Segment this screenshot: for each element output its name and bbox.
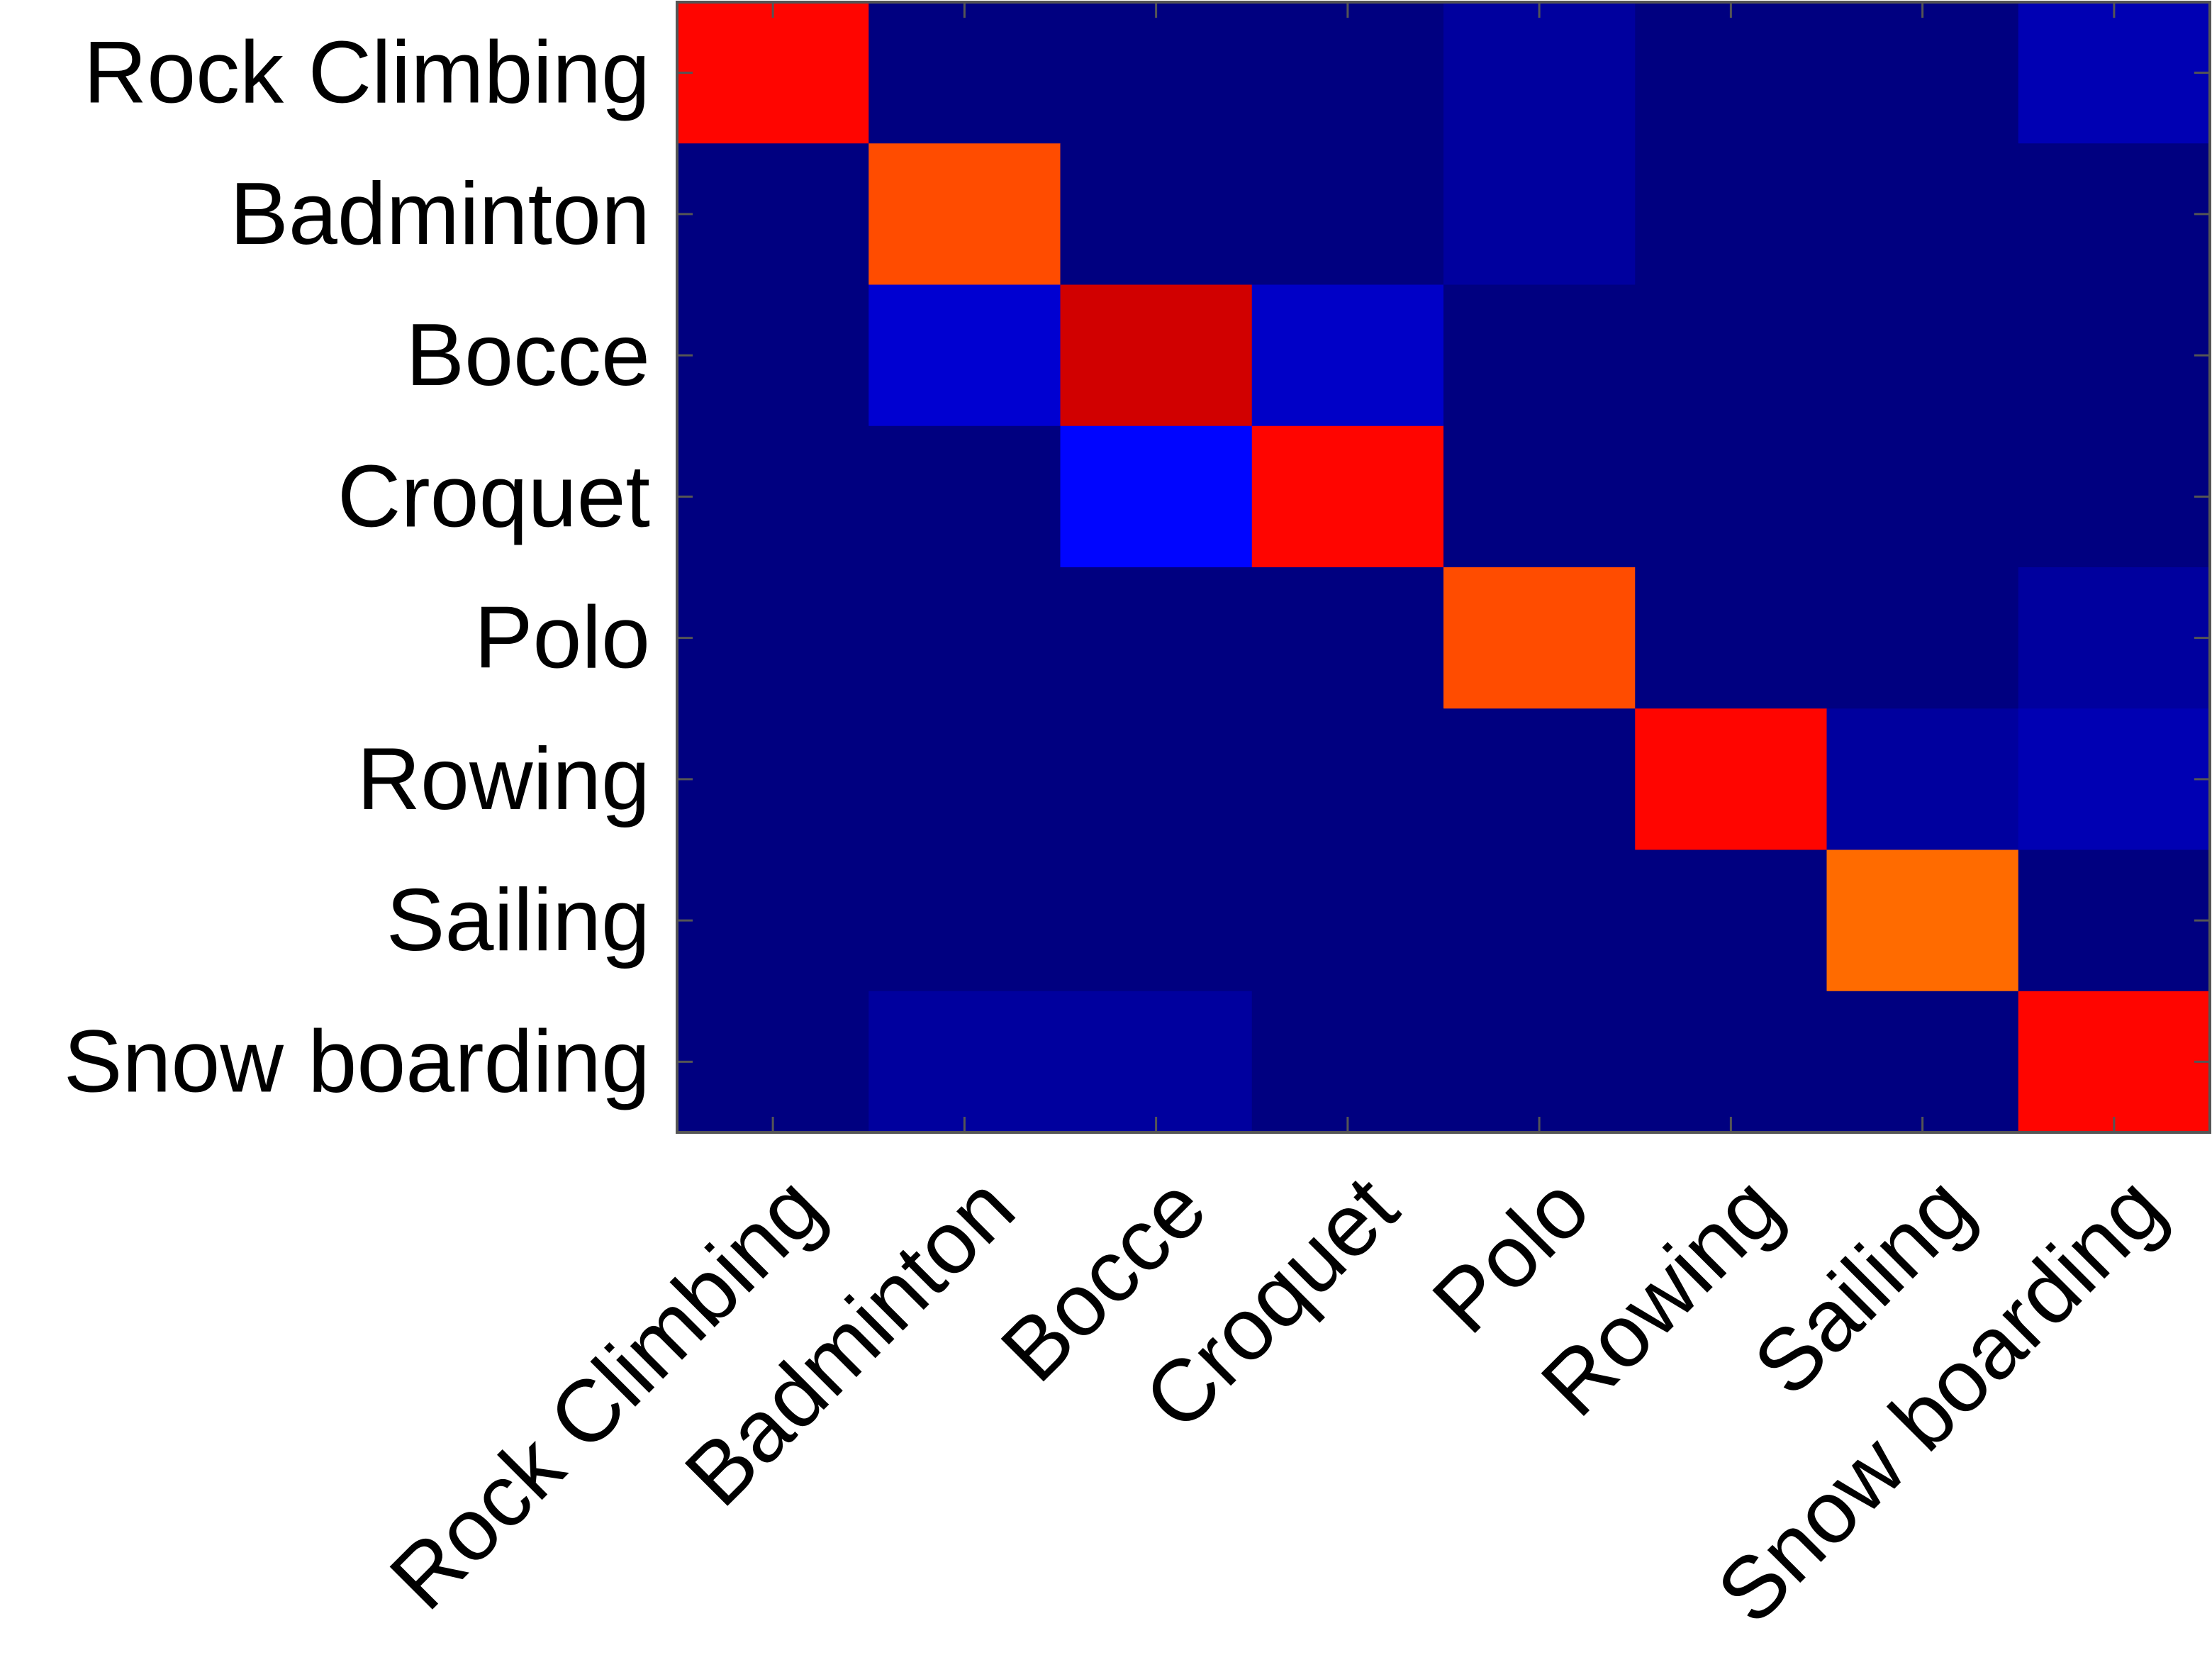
cell-badminton-badminton bbox=[868, 143, 1061, 286]
cell-sailing-bocce bbox=[1060, 849, 1253, 992]
heatmap-cells bbox=[677, 2, 2211, 1133]
y-tick-label-croquet: Croquet bbox=[337, 447, 650, 545]
cell-badminton-rock-climbing bbox=[677, 143, 869, 286]
cell-polo-polo bbox=[1443, 567, 1636, 709]
cell-bocce-snow-boarding bbox=[2018, 284, 2211, 427]
cell-rowing-rowing bbox=[1635, 708, 1828, 851]
cell-polo-badminton bbox=[868, 567, 1061, 709]
cell-snow-boarding-bocce bbox=[1060, 991, 1253, 1133]
cell-bocce-croquet bbox=[1251, 284, 1444, 427]
cell-rock-climbing-bocce bbox=[1060, 2, 1253, 144]
cell-rock-climbing-sailing bbox=[1826, 2, 2019, 144]
cell-rock-climbing-croquet bbox=[1251, 2, 1444, 144]
cell-sailing-rock-climbing bbox=[677, 849, 869, 992]
cell-sailing-croquet bbox=[1251, 849, 1444, 992]
cell-rock-climbing-badminton bbox=[868, 2, 1061, 144]
y-tick-label-snow-boarding: Snow boarding bbox=[64, 1013, 650, 1110]
y-tick-label-rock-climbing: Rock Climbing bbox=[84, 24, 650, 122]
cell-snow-boarding-rowing bbox=[1635, 991, 1828, 1133]
cell-bocce-sailing bbox=[1826, 284, 2019, 427]
y-tick-label-bocce: Bocce bbox=[406, 306, 650, 404]
cell-snow-boarding-badminton bbox=[868, 991, 1061, 1133]
plot-frame bbox=[676, 1, 2211, 1134]
cell-snow-boarding-snow-boarding bbox=[2018, 991, 2211, 1133]
cell-rock-climbing-rock-climbing bbox=[677, 2, 869, 144]
x-axis-tick-labels: Rock ClimbingBadmintonBocceCroquetPoloRo… bbox=[372, 1158, 2183, 1642]
cell-croquet-badminton bbox=[868, 425, 1061, 568]
cell-croquet-polo bbox=[1443, 425, 1636, 568]
y-tick-label-sailing: Sailing bbox=[386, 871, 650, 969]
cell-rowing-bocce bbox=[1060, 708, 1253, 851]
cell-rowing-rock-climbing bbox=[677, 708, 869, 851]
y-tick-label-rowing: Rowing bbox=[357, 730, 650, 828]
cell-polo-snow-boarding bbox=[2018, 567, 2211, 709]
cell-badminton-polo bbox=[1443, 143, 1636, 286]
cell-bocce-badminton bbox=[868, 284, 1061, 427]
cell-croquet-sailing bbox=[1826, 425, 2019, 568]
cell-bocce-rock-climbing bbox=[677, 284, 869, 427]
cell-rock-climbing-rowing bbox=[1635, 2, 1828, 144]
cell-croquet-snow-boarding bbox=[2018, 425, 2211, 568]
cell-bocce-rowing bbox=[1635, 284, 1828, 427]
cell-snow-boarding-sailing bbox=[1826, 991, 2019, 1133]
cell-rowing-sailing bbox=[1826, 708, 2019, 851]
cell-badminton-rowing bbox=[1635, 143, 1828, 286]
cell-sailing-badminton bbox=[868, 849, 1061, 992]
cell-rock-climbing-snow-boarding bbox=[2018, 2, 2211, 144]
cell-sailing-polo bbox=[1443, 849, 1636, 992]
cell-polo-sailing bbox=[1826, 567, 2019, 709]
cell-croquet-rock-climbing bbox=[677, 425, 869, 568]
y-tick-label-polo: Polo bbox=[474, 589, 650, 687]
cell-bocce-bocce bbox=[1060, 284, 1253, 427]
cell-polo-bocce bbox=[1060, 567, 1253, 709]
cell-rowing-polo bbox=[1443, 708, 1636, 851]
cell-badminton-sailing bbox=[1826, 143, 2019, 286]
cell-sailing-rowing bbox=[1635, 849, 1828, 992]
cell-snow-boarding-polo bbox=[1443, 991, 1636, 1133]
cell-snow-boarding-rock-climbing bbox=[677, 991, 869, 1133]
cell-rowing-croquet bbox=[1251, 708, 1444, 851]
cell-sailing-snow-boarding bbox=[2018, 849, 2211, 992]
y-axis-tick-labels: Rock Climbing Badminton Bocce Croquet Polo Ro… bbox=[64, 24, 650, 1111]
cell-badminton-bocce bbox=[1060, 143, 1253, 286]
cell-sailing-sailing bbox=[1826, 849, 2019, 992]
cell-croquet-rowing bbox=[1635, 425, 1828, 568]
cell-snow-boarding-croquet bbox=[1251, 991, 1444, 1133]
cell-polo-rock-climbing bbox=[677, 567, 869, 709]
y-tick-label-badminton: Badminton bbox=[230, 165, 650, 263]
cell-polo-rowing bbox=[1635, 567, 1828, 709]
cell-rowing-badminton bbox=[868, 708, 1061, 851]
cell-bocce-polo bbox=[1443, 284, 1636, 427]
cell-badminton-snow-boarding bbox=[2018, 143, 2211, 286]
cell-croquet-bocce bbox=[1060, 425, 1253, 568]
cell-badminton-croquet bbox=[1251, 143, 1444, 286]
cell-rowing-snow-boarding bbox=[2018, 708, 2211, 851]
axis-ticks bbox=[677, 2, 2210, 1132]
cell-polo-croquet bbox=[1251, 567, 1444, 709]
cell-croquet-croquet bbox=[1251, 425, 1444, 568]
cell-rock-climbing-polo bbox=[1443, 2, 1636, 144]
